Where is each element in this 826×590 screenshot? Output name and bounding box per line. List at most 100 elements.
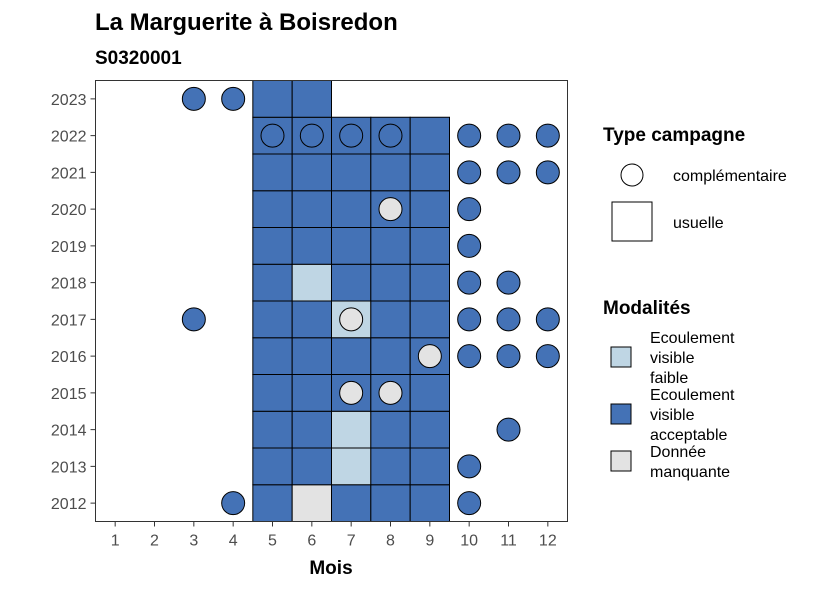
point-2017-7 — [339, 307, 364, 332]
point-2016-12 — [535, 344, 560, 369]
tile-2012-6 — [291, 484, 332, 522]
plot-area — [95, 80, 568, 522]
point-2012-10 — [457, 491, 482, 516]
point-2016-11 — [496, 344, 521, 369]
tile-2020-9 — [409, 190, 450, 228]
point-2021-12 — [535, 160, 560, 185]
point-2012-4 — [221, 491, 246, 516]
legend-complementaire-label: complémentaire — [673, 168, 787, 185]
y-axis: 2012 2013 2014 2015 2016 2017 2018 2019 2020 2021… — [51, 92, 96, 513]
x-tick-label-11: 11 — [500, 533, 517, 550]
tile-2014-6 — [291, 410, 332, 449]
tile-2012-8 — [370, 484, 411, 522]
legend-acceptable-line1: Ecoulement — [650, 387, 735, 404]
tile-2014-5 — [252, 410, 293, 449]
tile-2023-5 — [252, 80, 293, 118]
legend-modalites: Modalités Ecoulement visible faible Ecou… — [603, 298, 735, 481]
legend-faible-line1: Ecoulement — [650, 330, 735, 347]
tile-2018-7 — [331, 263, 372, 302]
x-tick-label-10: 10 — [460, 533, 478, 550]
point-2017-3 — [181, 307, 206, 332]
tile-2012-5 — [252, 484, 293, 522]
tile-2021-7 — [331, 153, 372, 192]
tile-2018-5 — [252, 263, 293, 302]
legend-square-key — [611, 201, 653, 242]
y-tick-label-2018: 2018 — [51, 276, 87, 293]
tile-2022-6 — [291, 116, 332, 155]
tile-2018-9 — [409, 263, 450, 302]
tile-2020-5 — [252, 190, 293, 228]
legend-swatch-manquante — [610, 450, 632, 472]
legend-type-title: Type campagne — [603, 125, 745, 146]
tile-2013-6 — [291, 447, 332, 486]
tile-2021-6 — [291, 153, 332, 192]
tile-2018-6 — [291, 263, 332, 302]
point-2020-10 — [457, 197, 482, 222]
x-tick-label-6: 6 — [307, 533, 316, 550]
legend-swatch-faible — [610, 346, 632, 368]
tile-2019-5 — [252, 227, 293, 265]
tile-2013-5 — [252, 447, 293, 486]
tile-2013-9 — [409, 447, 450, 486]
y-tick-label-2017: 2017 — [51, 312, 87, 329]
x-tick-label-4: 4 — [229, 533, 238, 550]
tile-2017-6 — [291, 300, 332, 339]
tile-2019-8 — [370, 227, 411, 265]
tile-2015-9 — [409, 374, 450, 412]
tile-2014-8 — [370, 410, 411, 449]
point-2021-11 — [496, 160, 521, 185]
tile-2018-8 — [370, 263, 411, 302]
legend-faible-line2: visible — [650, 350, 695, 367]
tile-2019-6 — [291, 227, 332, 265]
y-tick-label-2014: 2014 — [51, 423, 87, 440]
point-2023-4 — [221, 86, 246, 111]
point-2018-11 — [496, 270, 521, 295]
tile-2012-9 — [409, 484, 450, 522]
legend-manquante-line2: manquante — [650, 464, 730, 481]
tile-2015-5 — [252, 374, 293, 412]
tile-2014-7 — [331, 410, 372, 449]
tile-2017-8 — [370, 300, 411, 339]
y-tick-label-2015: 2015 — [51, 386, 87, 403]
point-2021-10 — [457, 160, 482, 185]
tile-2017-5 — [252, 300, 293, 339]
tile-2013-8 — [370, 447, 411, 486]
y-tick-label-2019: 2019 — [51, 239, 87, 256]
point-2013-10 — [457, 454, 482, 479]
legend-modalites-title: Modalités — [603, 298, 691, 319]
x-axis: 1 2 3 4 5 6 7 8 9 10 11 12 — [111, 521, 557, 550]
x-tick-label-2: 2 — [150, 533, 159, 550]
legend-swatch-acceptable — [610, 403, 632, 425]
tile-2020-7 — [331, 190, 372, 228]
tile-2019-7 — [331, 227, 372, 265]
y-tick-label-2013: 2013 — [51, 459, 87, 476]
legend-acceptable-line3: acceptable — [650, 427, 727, 444]
complementaire-points — [181, 86, 560, 516]
x-tick-label-8: 8 — [386, 533, 395, 550]
point-2022-10 — [457, 123, 482, 148]
point-2018-10 — [457, 270, 482, 295]
legend-manquante-line1: Donnée — [650, 444, 706, 461]
legend-acceptable-line2: visible — [650, 407, 695, 424]
point-2022-8 — [378, 123, 403, 148]
legend-circle-key — [620, 163, 644, 187]
tile-2023-6 — [291, 80, 332, 118]
point-2022-5 — [260, 123, 285, 148]
tile-2016-8 — [370, 337, 411, 375]
y-tick-label-2012: 2012 — [51, 496, 87, 513]
point-2016-10 — [457, 344, 482, 369]
x-tick-label-12: 12 — [539, 533, 557, 550]
x-tick-label-9: 9 — [425, 533, 434, 550]
y-tick-label-2023: 2023 — [51, 92, 87, 109]
tile-2022-9 — [409, 116, 450, 155]
legend-faible-line3: faible — [650, 370, 688, 387]
y-tick-label-2021: 2021 — [51, 165, 87, 182]
tile-2017-9 — [409, 300, 450, 339]
tile-2013-7 — [331, 447, 372, 486]
point-2020-8 — [378, 197, 403, 222]
point-2017-12 — [535, 307, 560, 332]
point-2022-12 — [535, 123, 560, 148]
tile-2021-9 — [409, 153, 450, 192]
legend-type-campagne: Type campagne complémentaire usuelle — [603, 125, 787, 242]
